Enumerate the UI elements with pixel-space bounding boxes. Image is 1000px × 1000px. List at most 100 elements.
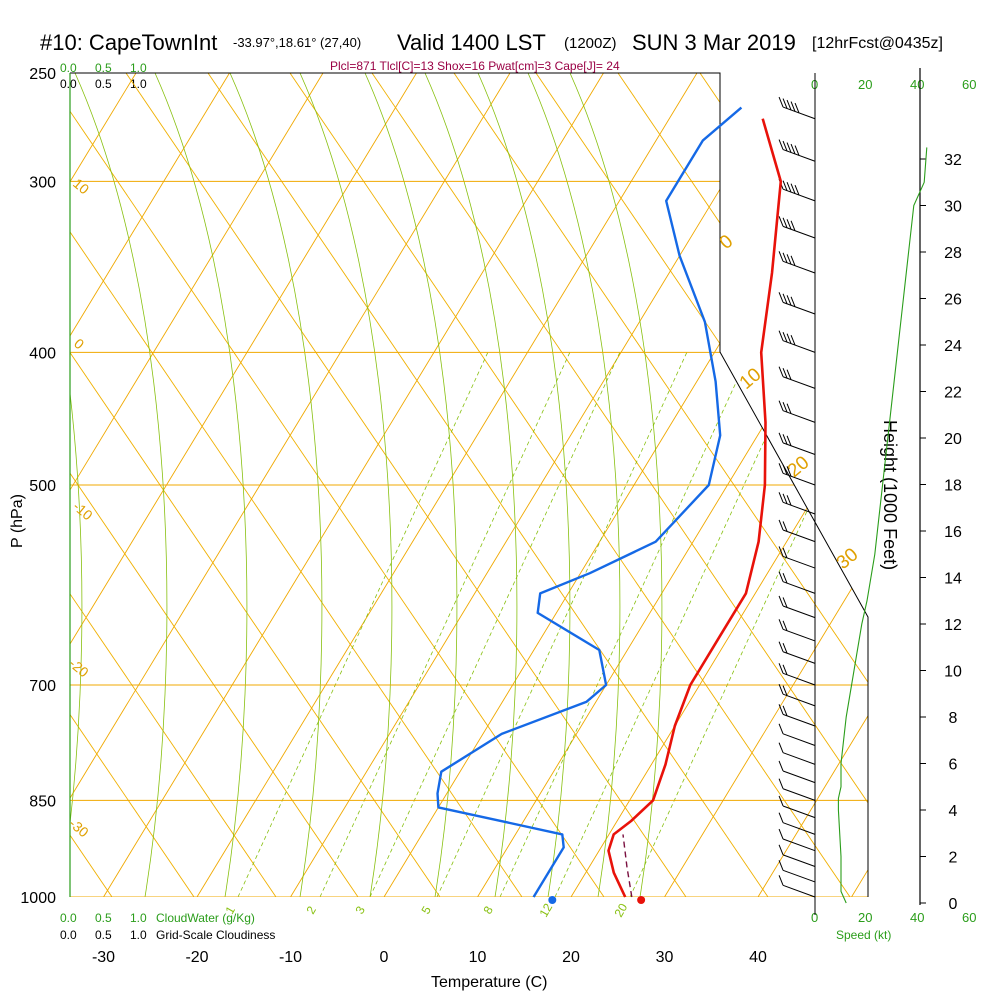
mixing-ratio-line — [237, 351, 489, 897]
adiabat-label: 0 — [716, 231, 738, 254]
height-tick-label: 0 — [949, 896, 958, 913]
wind-barb — [782, 628, 816, 642]
sounding-traces — [436, 106, 783, 904]
wind-barb-flag — [782, 293, 788, 305]
wind-barb-flag — [782, 140, 788, 152]
moist-adiabat-line — [70, 73, 83, 897]
svg-text:20: 20 — [858, 77, 872, 92]
wind-barb — [782, 529, 816, 543]
svg-text:0.5: 0.5 — [95, 928, 112, 942]
wind-barb — [782, 301, 816, 315]
y-tick-label: 250 — [29, 66, 56, 83]
forecast-date: SUN 3 Mar 2019 — [632, 30, 796, 55]
wind-barb-flag — [778, 875, 784, 886]
wind-barb-flag — [782, 705, 788, 717]
speed-scale-top: 0 20 40 60 — [811, 77, 976, 92]
wind-barb-flag — [782, 573, 788, 584]
wind-barb-flag — [778, 778, 784, 789]
height-tick-label: 18 — [944, 478, 962, 495]
dry-adiabat-line — [70, 73, 195, 897]
wind-barb-flag — [778, 723, 784, 735]
cloud-water-scale-top: 0.0 0.5 1.0 — [60, 61, 147, 75]
svg-text:20: 20 — [858, 910, 872, 925]
height-tick-label: 24 — [944, 338, 962, 355]
wind-barb-flag — [786, 333, 792, 344]
wind-barb-flag — [778, 619, 784, 630]
wind-barb-flag — [782, 332, 788, 343]
wind-barb — [782, 501, 816, 515]
mixing-ratio-label: 3 — [352, 903, 368, 916]
wind-barb — [782, 713, 816, 727]
svg-text:1.0: 1.0 — [130, 61, 147, 75]
wind-barb-flag — [794, 185, 800, 196]
svg-text:0: 0 — [811, 910, 818, 925]
wind-barb — [782, 605, 816, 619]
x-tick-label: 30 — [656, 949, 674, 966]
wind-barb-flag — [786, 99, 792, 111]
wind-barb — [782, 752, 816, 765]
wind-barb-flag — [786, 182, 792, 193]
wind-barb-flag — [778, 519, 784, 531]
dry-adiabat-labels: 10 0 -10 -20 -30 0 10 20 30 — [66, 175, 862, 840]
svg-text:40: 40 — [910, 77, 924, 92]
x-tick-label: -20 — [185, 949, 208, 966]
wind-barb-flag — [778, 463, 784, 474]
wind-barb-flag — [782, 402, 788, 413]
wind-barb — [782, 822, 816, 835]
plot-outline — [70, 72, 869, 897]
moist-adiabat-line — [229, 73, 323, 897]
height-tick-label: 12 — [944, 617, 962, 634]
wind-barb — [782, 260, 816, 274]
moist-adiabat-line — [154, 73, 248, 897]
thermo-grid — [70, 73, 868, 897]
wind-barb-flag — [778, 844, 784, 856]
svg-text:0.5: 0.5 — [95, 77, 112, 91]
wind-barb-flag — [790, 220, 796, 232]
wind-barb — [782, 376, 816, 389]
mixing-ratio-line — [629, 351, 868, 897]
cloud-water-scale-bottom: 0.0 0.5 1.0 CloudWater (g/Kg) — [60, 911, 255, 925]
mixing-ratio-line — [554, 351, 806, 897]
wind-barb — [782, 805, 816, 819]
wind-barb-flag — [778, 400, 784, 411]
isotherm-line — [664, 73, 868, 897]
wind-barb-flag — [786, 495, 792, 506]
mixing-ratio-line — [436, 351, 688, 897]
x-tick-label: -10 — [279, 949, 302, 966]
svg-text:Grid-Scale Cloudiness: Grid-Scale Cloudiness — [156, 928, 275, 942]
wind-barb-flag — [782, 521, 788, 532]
wind-barb-flag — [778, 860, 784, 871]
wind-barb-flag — [778, 546, 784, 557]
wind-barb-flag — [782, 597, 788, 608]
wind-barb-flag — [778, 492, 784, 503]
wind-barb-flag — [782, 217, 788, 229]
wind-barb-flag — [782, 547, 788, 559]
wind-barb-flag — [782, 180, 788, 191]
wind-barb — [782, 651, 816, 664]
wind-barb — [782, 672, 816, 686]
svg-text:1.0: 1.0 — [130, 911, 147, 925]
speed-scale-bottom: 0 20 40 60 Speed (kt) — [811, 910, 976, 942]
wind-barb-flag — [782, 98, 788, 109]
wind-barb-flag — [778, 216, 784, 227]
wind-barb-flag — [782, 434, 788, 445]
wind-barb — [782, 442, 816, 455]
wind-barb-flag — [782, 252, 788, 264]
wind-barb-flag — [778, 96, 784, 108]
svg-text:0.0: 0.0 — [60, 911, 77, 925]
cloudiness-scale-top: 0.0 0.5 1.0 — [60, 77, 147, 91]
height-tick-label: 2 — [949, 850, 958, 867]
wind-barb — [782, 869, 816, 883]
svg-text:60: 60 — [962, 910, 976, 925]
wind-barb-flag — [786, 254, 792, 265]
dry-adiabat-line — [70, 73, 277, 897]
height-tick-label: 4 — [949, 803, 958, 820]
wind-barb-flag — [790, 335, 796, 346]
height-tick-label: 6 — [949, 757, 958, 774]
moist-adiabat-line — [299, 73, 393, 897]
y-tick-label: 500 — [29, 478, 56, 495]
wind-barb-flag — [778, 641, 784, 652]
svg-text:0.0: 0.0 — [60, 77, 77, 91]
